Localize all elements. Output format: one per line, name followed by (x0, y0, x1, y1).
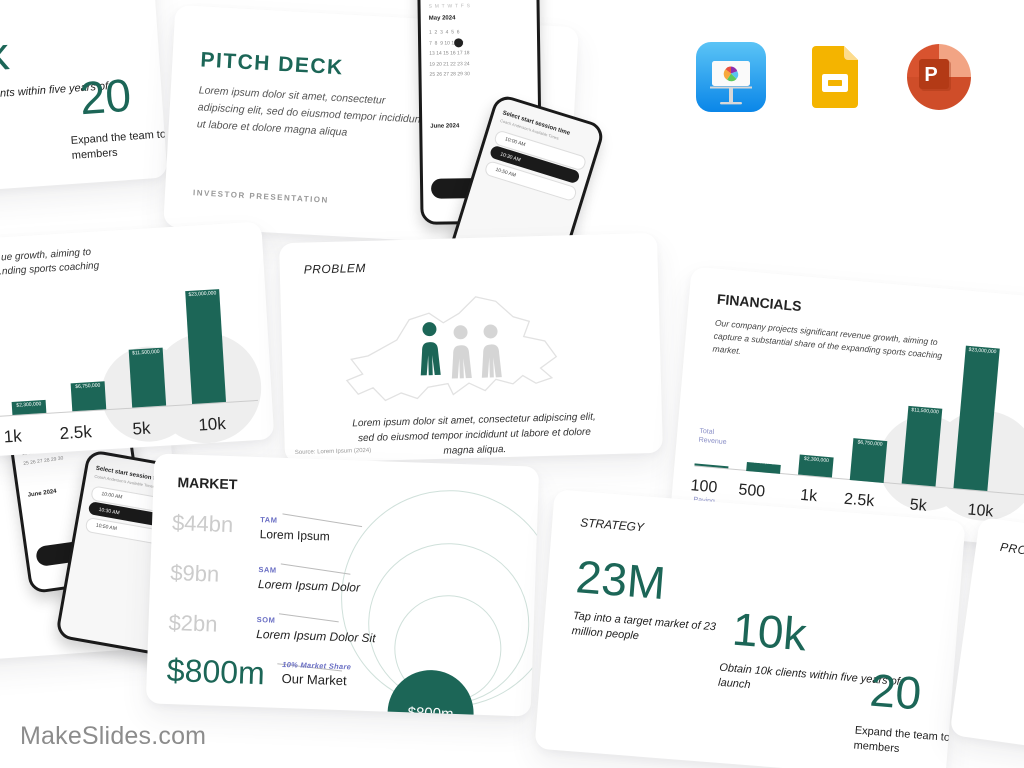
svg-text:P: P (924, 64, 937, 86)
